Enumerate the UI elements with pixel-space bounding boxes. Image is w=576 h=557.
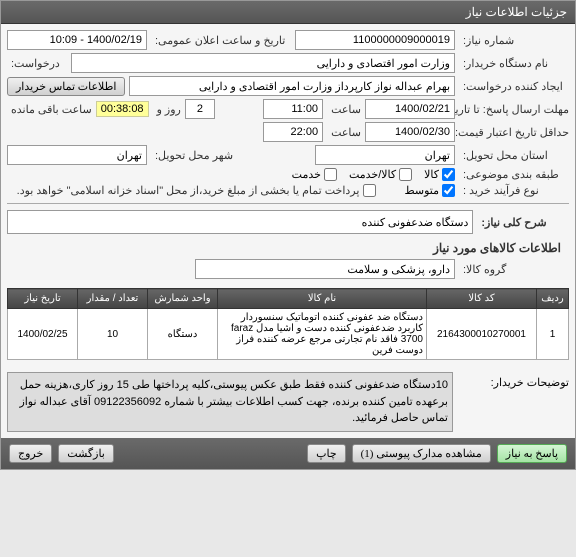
kala-khadamat-label: کالا/خدمت — [349, 168, 396, 181]
need-no-label: شماره نیاز: — [459, 34, 569, 47]
reply-deadline-label: مهلت ارسال پاسخ: تا تاریخ: — [459, 103, 569, 116]
need-no-field[interactable] — [295, 30, 455, 50]
cell-name: دستگاه ضد عفونی کننده اتوماتیک سنسوردار … — [218, 309, 427, 360]
creator-field[interactable] — [129, 76, 455, 96]
contact-buyer-button[interactable]: اطلاعات تماس خریدار — [7, 77, 125, 96]
cell-qty: 10 — [78, 309, 148, 360]
goods-section-title: اطلاعات کالاهای مورد نیاز — [7, 237, 569, 259]
payment-note: پرداخت تمام یا بخشی از مبلغ خرید،از محل … — [17, 184, 360, 197]
need-desc-field[interactable] — [7, 210, 473, 234]
subject-class-label: طبقه بندی موضوعی: — [459, 168, 569, 181]
goods-table: ردیف کد کالا نام کالا واحد شمارش تعداد /… — [7, 288, 569, 360]
kala-khadamat-checkbox[interactable] — [399, 168, 412, 181]
buyer-desc-content: 10دستگاه ضدعفونی کننده فقط طبق عکس پیوست… — [7, 372, 453, 432]
price-valid-label: حداقل تاریخ اعتبار قیمت: تا تاریخ: — [459, 126, 569, 139]
request-label: درخواست: — [7, 57, 67, 70]
table-row[interactable]: 1 2164300010270001 دستگاه ضد عفونی کننده… — [8, 309, 569, 360]
delivery-city-field[interactable] — [7, 145, 147, 165]
reply-date-field[interactable] — [365, 99, 455, 119]
th-row: ردیف — [537, 289, 569, 309]
attachments-button[interactable]: مشاهده مدارک پیوستی (1) — [352, 444, 491, 463]
saat-label-2: ساعت — [327, 126, 361, 139]
back-button[interactable]: بازگشت — [58, 444, 114, 463]
goods-group-field[interactable] — [195, 259, 455, 279]
khadamat-label: خدمت — [292, 168, 321, 181]
cell-date: 1400/02/25 — [8, 309, 78, 360]
reply-button[interactable]: پاسخ به نیاز — [497, 444, 567, 463]
buyer-org-label: نام دستگاه خریدار: — [459, 57, 569, 70]
th-code: کد کالا — [427, 289, 537, 309]
print-button[interactable]: چاپ — [307, 444, 346, 463]
delivery-prov-label: استان محل تحویل: — [459, 149, 569, 162]
th-date: تاریخ نیاز — [8, 289, 78, 309]
rooz-label: روز و — [153, 103, 181, 116]
remain-label: ساعت باقی مانده — [7, 103, 92, 116]
th-name: نام کالا — [218, 289, 427, 309]
khadamat-checkbox[interactable] — [324, 168, 337, 181]
exit-button[interactable]: خروج — [9, 444, 52, 463]
remain-time: 00:38:08 — [96, 101, 149, 117]
need-desc-label: شرح کلی نیاز: — [477, 216, 569, 229]
goods-group-label: گروه کالا: — [459, 263, 569, 276]
window-title: جزئیات اطلاعات نیاز — [1, 1, 575, 24]
kala-checkbox[interactable] — [442, 168, 455, 181]
cell-row: 1 — [537, 309, 569, 360]
cell-code: 2164300010270001 — [427, 309, 537, 360]
creator-label: ایجاد کننده درخواست: — [459, 80, 569, 93]
price-date-field[interactable] — [365, 122, 455, 142]
days-field[interactable] — [185, 99, 215, 119]
motavaset-label: متوسط — [404, 184, 439, 197]
price-time-field[interactable] — [263, 122, 323, 142]
th-qty: تعداد / مقدار — [78, 289, 148, 309]
th-unit: واحد شمارش — [148, 289, 218, 309]
saat-label-1: ساعت — [327, 103, 361, 116]
process-type-label: نوع فرآیند خرید : — [459, 184, 569, 197]
delivery-prov-field[interactable] — [315, 145, 455, 165]
announce-field[interactable] — [7, 30, 147, 50]
kala-label: کالا — [424, 168, 439, 181]
motavaset-checkbox[interactable] — [442, 184, 455, 197]
buyer-desc-label: توضیحات خریدار: — [459, 372, 569, 432]
payment-note-checkbox[interactable] — [363, 184, 376, 197]
announce-label: تاریخ و ساعت اعلان عمومی: — [151, 34, 291, 47]
buyer-org-field[interactable] — [71, 53, 455, 73]
delivery-city-label: شهر محل تحویل: — [151, 149, 233, 162]
cell-unit: دستگاه — [148, 309, 218, 360]
reply-time-field[interactable] — [263, 99, 323, 119]
